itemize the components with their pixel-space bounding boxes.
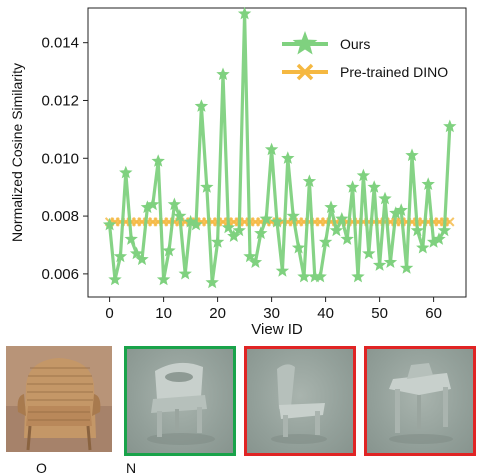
x-tick-label: 60 xyxy=(425,305,442,322)
data-point-ours xyxy=(129,246,144,260)
photo-caption: O xyxy=(36,460,47,476)
data-point-ours xyxy=(340,232,354,245)
data-point-ours xyxy=(281,151,295,164)
data-point-ours xyxy=(362,246,376,260)
x-tick-label: 40 xyxy=(317,305,334,322)
render-correct-view xyxy=(124,346,236,456)
legend-label-dino: Pre-trained DINO xyxy=(340,64,448,80)
x-axis-label: View ID xyxy=(251,321,303,338)
x-tick-label: 0 xyxy=(105,305,113,322)
data-point-ours xyxy=(200,180,214,193)
data-point-ours xyxy=(356,168,371,182)
data-point-ours xyxy=(351,269,365,283)
data-point-ours xyxy=(205,275,219,289)
data-point-ours xyxy=(259,212,273,225)
render-wrong-view-2 xyxy=(364,346,476,456)
series-line-ours xyxy=(108,12,452,285)
data-point-ours xyxy=(146,197,160,211)
data-point-ours xyxy=(275,264,290,277)
data-point-ours xyxy=(243,249,257,263)
data-point-ours xyxy=(108,272,122,286)
x-tick-label: 10 xyxy=(155,305,172,322)
x-tick-label: 50 xyxy=(371,305,388,322)
data-point-ours xyxy=(286,209,300,222)
y-tick-label: 0.010 xyxy=(41,150,79,167)
input-photo-wicker-chair xyxy=(6,346,112,452)
data-point-ours xyxy=(135,252,149,266)
data-point-ours xyxy=(367,180,381,193)
data-point-ours xyxy=(308,269,322,283)
data-point-ours xyxy=(237,6,252,20)
data-point-ours xyxy=(329,223,344,237)
thumbnail-strip: O N xyxy=(0,342,477,476)
y-axis-label: Normalized Cosine Similarity xyxy=(9,63,25,242)
data-point-ours xyxy=(410,223,425,237)
data-point-ours xyxy=(437,223,452,237)
data-point-ours xyxy=(383,255,398,268)
data-point-ours xyxy=(318,235,333,248)
plot-frame xyxy=(87,7,467,298)
data-point-ours xyxy=(113,249,128,263)
data-point-ours xyxy=(194,99,209,112)
legend-label-ours: Ours xyxy=(340,36,370,52)
data-point-ours xyxy=(264,142,279,156)
data-point-ours xyxy=(216,67,230,81)
data-point-ours xyxy=(167,197,182,211)
data-point-ours xyxy=(313,269,327,283)
line-chart: 0 10 20 30 40 50 60 0.006 0.008 0.010 0.012 0.014 Vi… xyxy=(9,6,467,338)
data-point-ours xyxy=(432,232,446,245)
data-point-ours xyxy=(302,174,317,188)
x-tick-label: 20 xyxy=(209,305,226,322)
data-point-ours xyxy=(140,200,155,214)
data-point-ours xyxy=(394,203,408,216)
data-point-ours xyxy=(426,235,441,248)
legend-marker-dino xyxy=(296,63,314,81)
y-tick-label: 0.006 xyxy=(41,266,79,283)
data-point-ours xyxy=(232,223,246,237)
data-point-ours xyxy=(210,235,225,248)
y-tick-label: 0.014 xyxy=(41,35,79,52)
data-point-ours xyxy=(270,214,284,228)
data-point-ours xyxy=(291,240,306,254)
data-point-ours xyxy=(173,209,187,222)
data-point-ours xyxy=(124,232,138,245)
y-tick-label: 0.008 xyxy=(41,208,79,225)
data-point-ours xyxy=(345,180,360,193)
data-point-dino xyxy=(445,217,455,227)
data-point-ours xyxy=(405,148,419,162)
data-point-ours xyxy=(443,119,457,133)
x-tick-label: 30 xyxy=(263,305,280,322)
data-point-ours xyxy=(102,217,117,231)
y-tick-label: 0.012 xyxy=(41,92,79,109)
data-point-ours xyxy=(372,258,387,271)
legend-marker-ours xyxy=(292,31,318,55)
data-point-ours xyxy=(248,255,263,268)
data-point-ours xyxy=(416,240,430,254)
data-point-ours xyxy=(378,191,392,205)
data-point-ours xyxy=(119,165,133,179)
data-point-ours xyxy=(399,261,414,274)
data-point-ours xyxy=(156,272,171,286)
data-point-ours xyxy=(324,200,338,214)
render-caption: N xyxy=(126,460,137,476)
data-point-ours xyxy=(151,154,165,167)
data-point-ours xyxy=(221,220,236,234)
data-point-ours xyxy=(297,269,311,283)
data-point-ours xyxy=(335,212,349,225)
data-point-ours xyxy=(189,217,203,231)
data-point-ours xyxy=(183,214,198,228)
data-point-ours xyxy=(421,177,435,190)
data-point-ours xyxy=(178,266,192,280)
render-wrong-view-1 xyxy=(244,346,356,456)
data-point-ours xyxy=(162,243,176,257)
data-point-ours xyxy=(227,229,241,242)
data-point-ours xyxy=(389,206,403,219)
data-point-ours xyxy=(254,226,268,240)
